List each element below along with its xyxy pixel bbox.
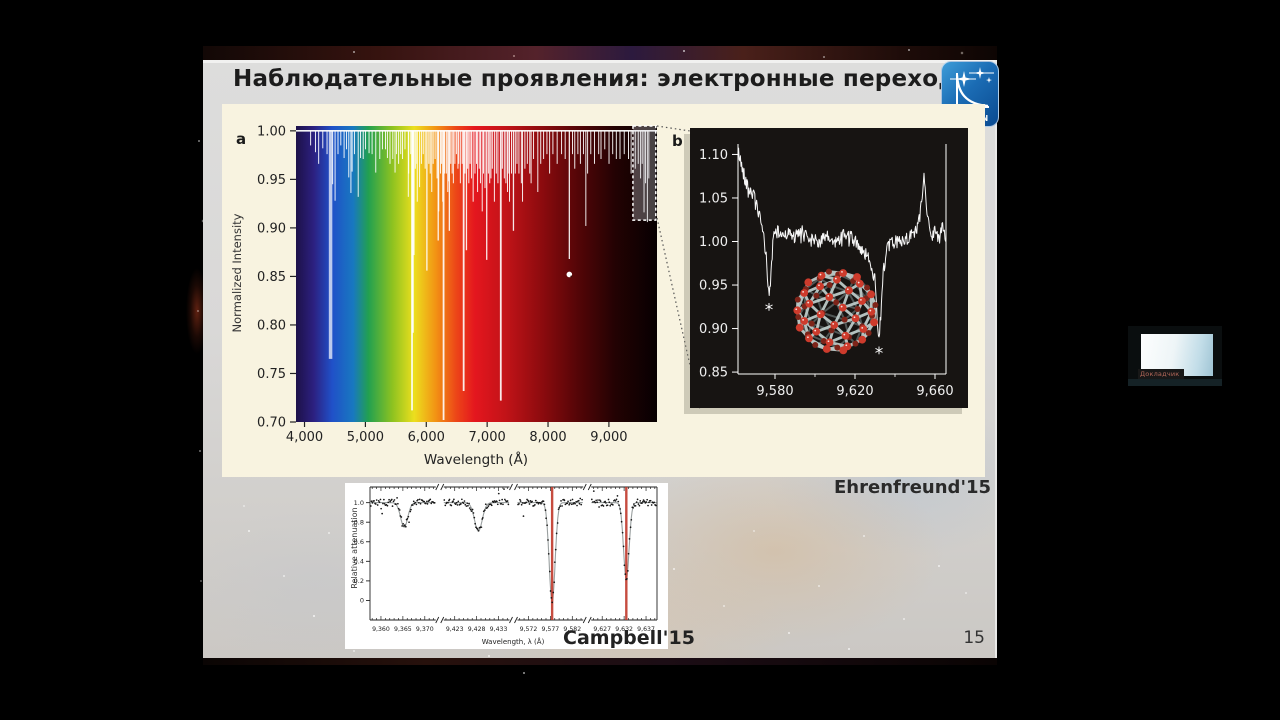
- campbell-chart: 9,360 9,365 9,370 9,423 9,428 9,433 9,572 9,577…: [354, 483, 658, 646]
- page-number: 15: [963, 628, 985, 648]
- svg-text:*: *: [875, 344, 884, 364]
- citation-ehrenfreund: Ehrenfreund'15: [834, 477, 991, 498]
- svg-text:0.6: 0.6: [354, 538, 364, 546]
- svg-text:8,000: 8,000: [529, 430, 566, 445]
- svg-text:9,660: 9,660: [916, 384, 953, 399]
- presentation-slide: Наблюдательные проявления: электронные п…: [203, 60, 999, 658]
- slide-background-stars: [203, 60, 205, 62]
- svg-text:*: *: [765, 300, 774, 320]
- star-icon: [986, 77, 992, 83]
- svg-text:0.80: 0.80: [257, 318, 286, 333]
- svg-text:0.95: 0.95: [699, 279, 728, 294]
- svg-text:9,632: 9,632: [615, 626, 633, 633]
- presenter-video-thumbnail[interactable]: Докладчик: [1128, 326, 1222, 386]
- svg-text:Wavelength (Å): Wavelength (Å): [424, 451, 528, 468]
- svg-text:5,000: 5,000: [347, 430, 384, 445]
- svg-text:9,577: 9,577: [542, 626, 560, 633]
- nature-figure-panel: a Normalized Intensity 4,000 5,000 6,000 7,…: [222, 104, 985, 477]
- svg-text:9,370: 9,370: [416, 626, 434, 633]
- c60-molecule: [793, 268, 879, 355]
- nebula-strip-bottom: [203, 656, 997, 665]
- campbell-panel: Relative attenuation 9,360 9,365 9,370 9,42…: [345, 483, 668, 649]
- svg-text:9,433: 9,433: [490, 626, 508, 633]
- svg-text:9,580: 9,580: [756, 384, 793, 399]
- svg-text:0.70: 0.70: [257, 416, 286, 431]
- svg-text:0.2: 0.2: [354, 577, 364, 585]
- nebula-strip-top: [203, 46, 997, 60]
- starfield-top-strip: [203, 46, 205, 48]
- svg-text:4,000: 4,000: [286, 430, 323, 445]
- svg-text:9,627: 9,627: [593, 626, 611, 633]
- starfield-left: [196, 80, 198, 82]
- svg-text:9,572: 9,572: [520, 626, 538, 633]
- svg-text:9,365: 9,365: [394, 626, 412, 633]
- presenter-video-label: Докладчик: [1138, 369, 1184, 379]
- svg-text:9,620: 9,620: [836, 384, 873, 399]
- svg-text:0.85: 0.85: [699, 366, 728, 381]
- svg-text:0.95: 0.95: [257, 173, 286, 188]
- svg-text:0: 0: [360, 597, 364, 605]
- nebula-glow-left: [186, 268, 208, 354]
- panel-a-chart: 4,000 5,000 6,000 7,000 8,000 9,000 1.00 0.95 0.…: [257, 124, 657, 468]
- svg-text:9,423: 9,423: [446, 626, 464, 633]
- svg-text:9,428: 9,428: [468, 626, 486, 633]
- svg-text:9,000: 9,000: [590, 430, 627, 445]
- svg-text:6,000: 6,000: [408, 430, 445, 445]
- panel-b-box: 1.10 1.05 1.00 0.95 0.90 0.85 9,580 9,620 9,660 *…: [690, 128, 968, 408]
- svg-text:9,360: 9,360: [372, 626, 390, 633]
- svg-text:0.8: 0.8: [354, 519, 364, 527]
- svg-text:1.00: 1.00: [257, 124, 286, 139]
- panel-b-label: b: [672, 132, 683, 150]
- svg-text:0.75: 0.75: [257, 367, 286, 382]
- panel-b-chart: 1.10 1.05 1.00 0.95 0.90 0.85 9,580 9,620 9,660 *…: [699, 144, 954, 399]
- svg-text:9,637: 9,637: [637, 626, 655, 633]
- slide-right-edge: [995, 60, 997, 658]
- svg-text:Wavelength, λ (Å): Wavelength, λ (Å): [482, 637, 545, 646]
- zoom-connector-lines: [656, 125, 701, 411]
- svg-text:9,582: 9,582: [563, 626, 581, 633]
- svg-text:7,000: 7,000: [469, 430, 506, 445]
- citation-campbell: Campbell'15: [563, 627, 695, 649]
- svg-text:0.90: 0.90: [699, 322, 728, 337]
- star-icon: [974, 67, 986, 79]
- svg-text:0.90: 0.90: [257, 221, 286, 236]
- svg-text:1.0: 1.0: [354, 499, 364, 507]
- panel-a-label: a: [236, 130, 247, 148]
- svg-text:1.10: 1.10: [699, 148, 728, 163]
- svg-text:1.00: 1.00: [699, 235, 728, 250]
- svg-text:0.4: 0.4: [354, 558, 364, 566]
- slide-top-edge: [203, 60, 997, 63]
- slide-title: Наблюдательные проявления: электронные п…: [233, 66, 979, 92]
- panel-a-ylabel: Normalized Intensity: [230, 213, 244, 333]
- presenter-video-base: [1128, 379, 1222, 386]
- svg-text:0.85: 0.85: [257, 270, 286, 285]
- star-icon: [956, 71, 972, 87]
- svg-text:1.05: 1.05: [699, 191, 728, 206]
